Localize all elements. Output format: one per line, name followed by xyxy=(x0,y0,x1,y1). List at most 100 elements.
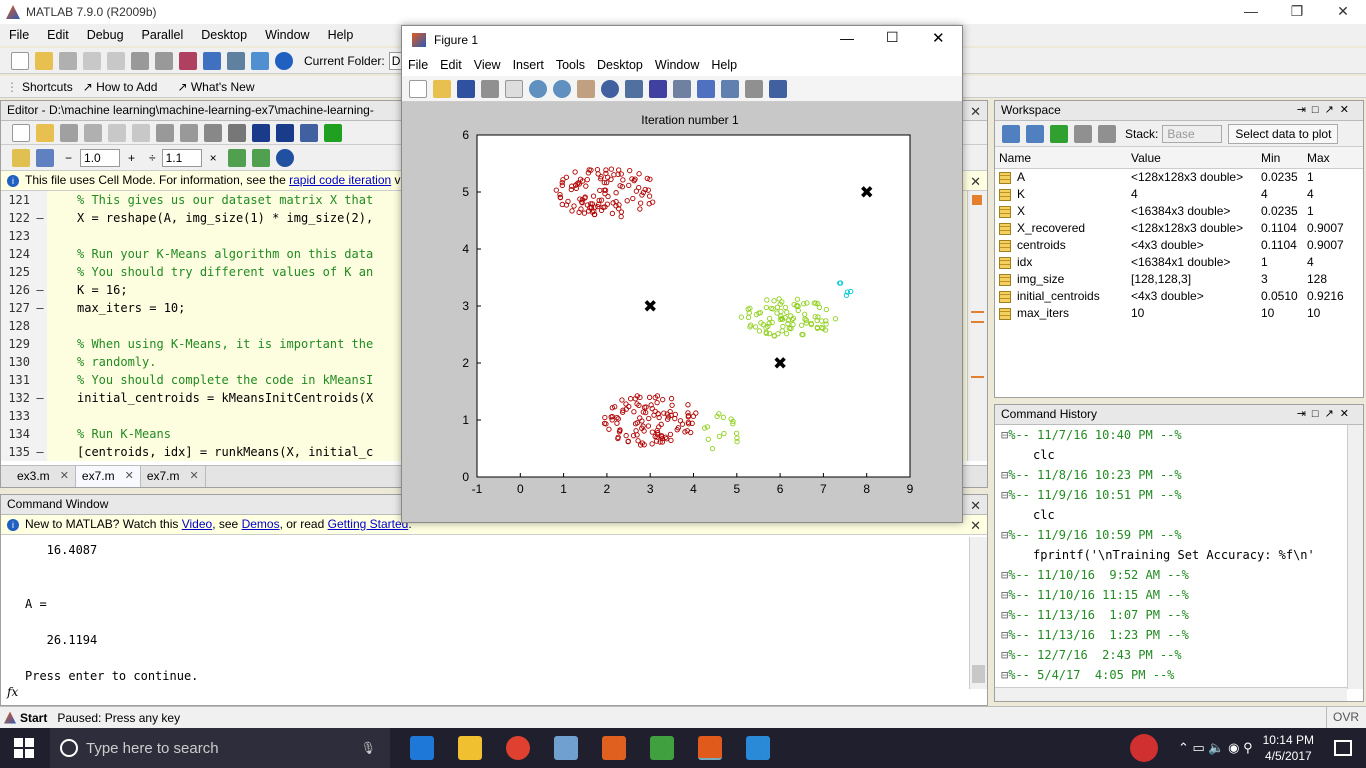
menu-desktop[interactable]: Desktop xyxy=(201,28,248,42)
tab-ex7[interactable]: ex7.m ✕ xyxy=(141,466,206,487)
collapse-icon[interactable]: ⊟ xyxy=(1001,628,1009,642)
menu-edit[interactable]: Edit xyxy=(47,28,69,42)
app-icon[interactable] xyxy=(554,736,578,760)
collapse-icon[interactable]: ⊟ xyxy=(1001,468,1009,482)
editor-function-icon[interactable] xyxy=(300,123,318,142)
cellbar-close-icon[interactable]: ✕ xyxy=(970,174,981,189)
column-name[interactable]: Name xyxy=(999,150,1032,165)
help-icon[interactable] xyxy=(275,51,293,70)
rotate-icon[interactable] xyxy=(601,79,619,98)
workspace-row[interactable]: A <128x128x3 double> 0.0235 1 xyxy=(995,169,1363,186)
figure-menu-insert[interactable]: Insert xyxy=(512,58,544,72)
history-session[interactable]: ⊟%-- 11/9/16 10:59 PM --% xyxy=(995,525,1363,545)
stack-select[interactable]: Base xyxy=(1162,124,1223,143)
colorbar-icon[interactable] xyxy=(697,79,715,98)
save-workspace-icon[interactable] xyxy=(1074,124,1092,143)
column-max[interactable]: Max xyxy=(1307,151,1330,165)
taskbar-search[interactable]: Type here to search 🎙 xyxy=(50,728,390,768)
figure-menu-edit[interactable]: Edit xyxy=(440,58,462,72)
open-folder-icon[interactable] xyxy=(35,51,53,70)
word-icon[interactable] xyxy=(746,736,770,760)
warning-marker[interactable] xyxy=(971,376,984,378)
workspace-row[interactable]: K 4 4 4 xyxy=(995,186,1363,203)
column-value[interactable]: Value xyxy=(1131,151,1161,165)
menu-parallel[interactable]: Parallel xyxy=(141,28,184,42)
workspace-window-controls[interactable]: ⇥□↗✕ xyxy=(1296,104,1355,116)
breakpoint-marker[interactable] xyxy=(33,371,47,389)
undo-icon[interactable] xyxy=(131,51,149,70)
tab-close-icon[interactable]: ✕ xyxy=(189,470,199,482)
breakpoint-marker[interactable] xyxy=(33,263,47,281)
plus-icon[interactable]: + xyxy=(128,150,136,165)
history-session[interactable]: ⊟%-- 11/8/16 10:23 PM --% xyxy=(995,465,1363,485)
fig-open-icon[interactable] xyxy=(433,79,451,98)
fig-new-icon[interactable] xyxy=(409,79,427,98)
matlab-taskbar-icon[interactable] xyxy=(698,736,722,760)
collapse-icon[interactable]: ⊟ xyxy=(1001,588,1009,602)
shortcuts-label[interactable]: Shortcuts xyxy=(22,79,73,94)
workspace-row[interactable]: initial_centroids <4x3 double> 0.0510 0.921… xyxy=(995,288,1363,305)
editor-find-icon[interactable] xyxy=(228,123,246,142)
legend-icon[interactable] xyxy=(721,79,739,98)
guide-icon[interactable] xyxy=(203,51,221,70)
cut-icon[interactable] xyxy=(59,51,77,70)
chrome-icon[interactable] xyxy=(506,736,530,760)
windows-start-icon[interactable] xyxy=(14,738,34,758)
open-variable-icon[interactable] xyxy=(1026,124,1044,143)
breakpoint-marker[interactable]: – xyxy=(33,389,47,407)
tab-ex7-active[interactable]: ex7.m ✕ xyxy=(75,466,141,487)
collapse-icon[interactable]: ⊟ xyxy=(1001,608,1009,622)
editor-save-icon[interactable] xyxy=(60,123,78,142)
microphone-icon[interactable]: 🎙 xyxy=(360,741,376,755)
fig-print-icon[interactable] xyxy=(481,79,499,98)
history-session[interactable]: ⊟%-- 12/7/16 2:43 PM --% xyxy=(995,645,1363,665)
tab-ex3[interactable]: ex3.m ✕ xyxy=(11,466,76,487)
breakpoint-marker[interactable]: – xyxy=(33,209,47,227)
history-session[interactable]: ⊟%-- 11/10/16 9:52 AM --% xyxy=(995,565,1363,585)
new-file-icon[interactable] xyxy=(11,51,29,70)
workspace-row[interactable]: idx <16384x1 double> 1 4 xyxy=(995,254,1363,271)
breakpoint-marker[interactable] xyxy=(33,227,47,245)
warning-marker[interactable] xyxy=(971,321,984,323)
getting-started-link[interactable]: Getting Started xyxy=(327,517,409,531)
column-min[interactable]: Min xyxy=(1261,151,1281,165)
divide-icon[interactable]: ÷ xyxy=(149,150,156,165)
whats-new-link[interactable]: ↗ What's New xyxy=(177,79,255,94)
workspace-row[interactable]: max_iters 10 10 10 xyxy=(995,305,1363,322)
scroll-thumb[interactable] xyxy=(972,665,985,683)
collapse-icon[interactable]: ⊟ xyxy=(1001,648,1009,662)
edge-icon[interactable] xyxy=(410,736,434,760)
editor-open-icon[interactable] xyxy=(36,123,54,142)
collapse-icon[interactable]: ⊟ xyxy=(1001,488,1009,502)
command-window-close-icon[interactable]: ✕ xyxy=(970,498,981,513)
simulink-icon[interactable] xyxy=(179,51,197,70)
history-hscrollbar[interactable] xyxy=(995,687,1347,701)
cell-insert-icon[interactable] xyxy=(12,148,30,167)
collapse-icon[interactable]: ⊟ xyxy=(1001,568,1009,582)
editor-redo-icon[interactable] xyxy=(180,123,198,142)
info-close-icon[interactable]: ✕ xyxy=(970,518,981,533)
link-plot-icon[interactable] xyxy=(673,79,691,98)
breakpoint-marker[interactable] xyxy=(33,407,47,425)
multiply-icon[interactable]: × xyxy=(209,150,217,165)
new-variable-icon[interactable] xyxy=(1002,124,1020,143)
breakpoint-marker[interactable] xyxy=(33,317,47,335)
xampp-icon[interactable] xyxy=(602,736,626,760)
history-vscrollbar[interactable] xyxy=(1347,425,1363,689)
zoom-a-input[interactable]: 1.0 xyxy=(80,148,121,167)
menu-window[interactable]: Window xyxy=(265,28,310,42)
minimize-button[interactable]: — xyxy=(1244,3,1258,19)
rapid-code-iteration-link[interactable]: rapid code iteration xyxy=(289,173,392,187)
run-icon[interactable] xyxy=(324,123,342,142)
menu-debug[interactable]: Debug xyxy=(86,28,124,42)
figure-menu-file[interactable]: File xyxy=(408,58,429,72)
tab-close-icon[interactable]: ✕ xyxy=(124,470,134,482)
workspace-row[interactable]: centroids <4x3 double> 0.1104 0.9007 xyxy=(995,237,1363,254)
breakpoint-marker[interactable]: – xyxy=(33,443,47,461)
paste-icon[interactable] xyxy=(107,51,125,70)
profiler-icon[interactable] xyxy=(227,51,245,70)
hide-plot-tools-icon[interactable] xyxy=(745,79,763,98)
zoom-b-input[interactable]: 1.1 xyxy=(161,148,202,167)
workspace-row[interactable]: X_recovered <128x128x3 double> 0.1104 0.900… xyxy=(995,220,1363,237)
